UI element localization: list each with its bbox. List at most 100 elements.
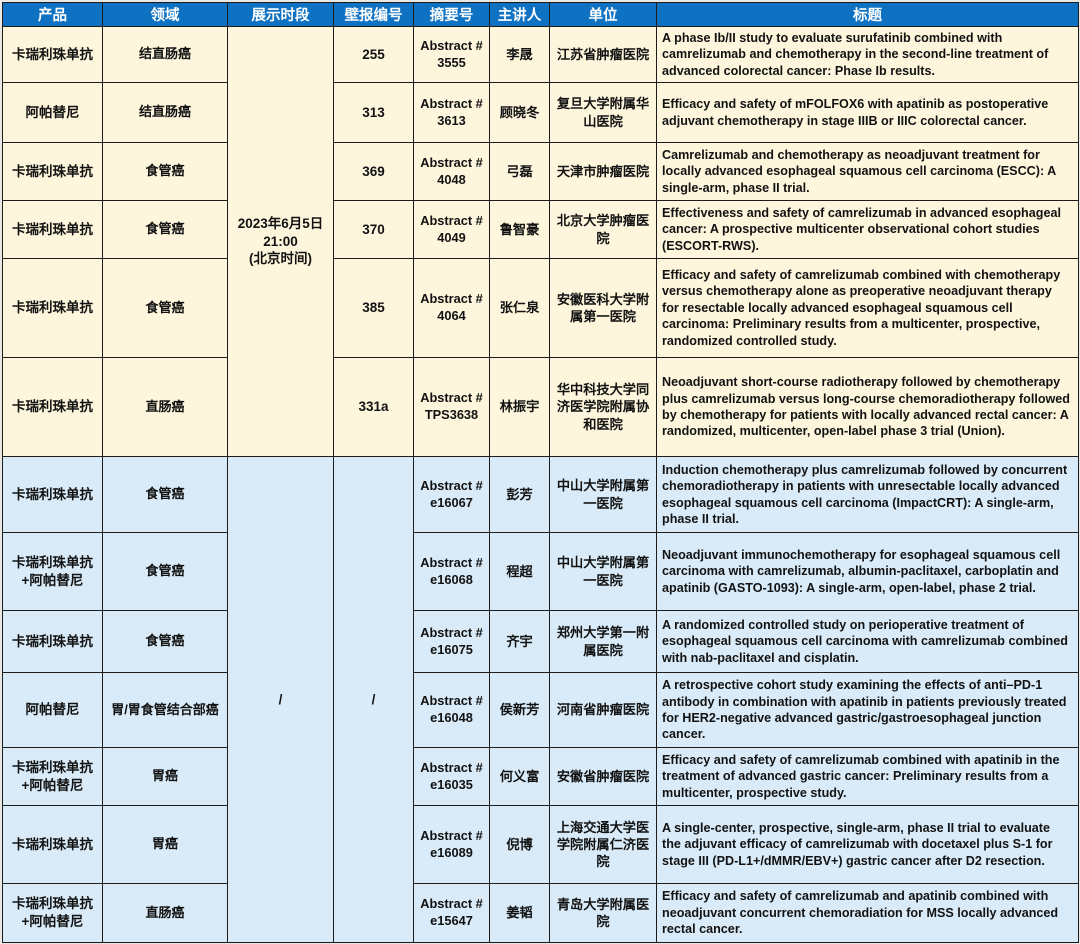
cell-title: A randomized controlled study on periope…	[656, 610, 1079, 673]
cell-presenter: 倪博	[489, 805, 550, 884]
cell-presenter: 张仁泉	[489, 258, 550, 358]
cell-presenter: 弓磊	[489, 142, 550, 201]
cell-field: 结直肠癌	[102, 82, 228, 143]
cell-institution: 郑州大学第一附属医院	[549, 610, 657, 673]
cell-presenter: 顾晓冬	[489, 82, 550, 143]
col-header-product: 产品	[2, 2, 103, 27]
cell-institution: 复旦大学附属华山医院	[549, 82, 657, 143]
cell-presenter: 林振宇	[489, 357, 550, 457]
cell-field: 食管癌	[102, 200, 228, 259]
col-header-display-slot: 展示时段	[227, 2, 334, 27]
cell-title: A single-center, prospective, single-arm…	[656, 805, 1079, 884]
cell-title: Effectiveness and safety of camrelizumab…	[656, 200, 1079, 259]
cell-institution: 中山大学附属第一医院	[549, 532, 657, 611]
cell-product: 卡瑞利珠单抗	[2, 805, 103, 884]
table-row: 阿帕替尼 结直肠癌 313 Abstract # 3613 顾晓冬 复旦大学附属…	[2, 82, 1079, 143]
cell-abstract-no: Abstract # e16067	[413, 456, 490, 533]
cell-title: Neoadjuvant immunochemotherapy for esoph…	[656, 532, 1079, 611]
cell-institution: 安徽医科大学附属第一医院	[549, 258, 657, 358]
cell-title: A phase Ib/II study to evaluate surufati…	[656, 26, 1079, 83]
table-row: 卡瑞利珠单抗 结直肠癌 2023年6月5日 21:00 (北京时间) 255 A…	[2, 26, 1079, 457]
cell-presenter: 彭芳	[489, 456, 550, 533]
cell-field: 食管癌	[102, 610, 228, 673]
table-row: 卡瑞利珠单抗 胃癌 Abstract # e16089 倪博 上海交通大学医学院…	[2, 805, 1079, 884]
cell-poster-no: 255	[333, 26, 414, 83]
cell-product: 卡瑞利珠单抗	[2, 258, 103, 358]
cell-field: 胃癌	[102, 805, 228, 884]
cell-field: 结直肠癌	[102, 26, 228, 83]
cell-presenter: 何义富	[489, 747, 550, 806]
cell-abstract-no: Abstract # e16048	[413, 672, 490, 748]
cell-poster-no: 331a	[333, 357, 414, 457]
table-row: 卡瑞利珠单抗 +阿帕替尼 食管癌 Abstract # e16068 程超 中山…	[2, 532, 1079, 611]
cell-abstract-no: Abstract # 3555	[413, 26, 490, 83]
cell-product: 卡瑞利珠单抗 +阿帕替尼	[2, 747, 103, 806]
cell-product: 卡瑞利珠单抗	[2, 142, 103, 201]
cell-field: 食管癌	[102, 456, 228, 533]
table-row: 卡瑞利珠单抗 食管癌 385 Abstract # 4064 张仁泉 安徽医科大…	[2, 258, 1079, 358]
table-row: 卡瑞利珠单抗 食管癌 369 Abstract # 4048 弓磊 天津市肿瘤医…	[2, 142, 1079, 201]
cell-presenter: 齐宇	[489, 610, 550, 673]
cell-presenter: 侯新芳	[489, 672, 550, 748]
col-header-poster-no: 壁报编号	[333, 2, 414, 27]
cell-title: Induction chemotherapy plus camrelizumab…	[656, 456, 1079, 533]
cell-abstract-no: Abstract # 3613	[413, 82, 490, 143]
cell-abstract-no: Abstract # 4064	[413, 258, 490, 358]
table-row: 卡瑞利珠单抗 食管癌 370 Abstract # 4049 鲁智豪 北京大学肿…	[2, 200, 1079, 259]
cell-field: 胃/胃食管结合部癌	[102, 672, 228, 748]
table-row: 卡瑞利珠单抗 +阿帕替尼 直肠癌 Abstract # e15647 姜韬 青岛…	[2, 883, 1079, 943]
cell-product: 卡瑞利珠单抗	[2, 26, 103, 83]
cell-poster-no: 385	[333, 258, 414, 358]
cell-institution: 北京大学肿瘤医院	[549, 200, 657, 259]
cell-presenter: 姜韬	[489, 883, 550, 943]
cell-abstract-no: Abstract # e16089	[413, 805, 490, 884]
cell-poster-no: 313	[333, 82, 414, 143]
cell-abstract-no: Abstract # 4049	[413, 200, 490, 259]
cell-institution: 青岛大学附属医院	[549, 883, 657, 943]
cell-product: 阿帕替尼	[2, 82, 103, 143]
cell-abstract-no: Abstract # e16075	[413, 610, 490, 673]
table-row: 阿帕替尼 胃/胃食管结合部癌 Abstract # e16048 侯新芳 河南省…	[2, 672, 1079, 748]
cell-title: Efficacy and safety of camrelizumab comb…	[656, 747, 1079, 806]
cell-abstract-no: Abstract # TPS3638	[413, 357, 490, 457]
cell-institution: 安徽省肿瘤医院	[549, 747, 657, 806]
cell-title: Efficacy and safety of mFOLFOX6 with apa…	[656, 82, 1079, 143]
col-header-title: 标题	[656, 2, 1079, 27]
cell-title: A retrospective cohort study examining t…	[656, 672, 1079, 748]
cell-institution: 江苏省肿瘤医院	[549, 26, 657, 83]
col-header-presenter: 主讲人	[489, 2, 550, 27]
cell-title: Neoadjuvant short-course radiotherapy fo…	[656, 357, 1079, 457]
cell-field: 食管癌	[102, 142, 228, 201]
cell-presenter: 程超	[489, 532, 550, 611]
cell-presenter: 鲁智豪	[489, 200, 550, 259]
cell-field: 食管癌	[102, 532, 228, 611]
cell-poster-no: 370	[333, 200, 414, 259]
cell-product: 卡瑞利珠单抗 +阿帕替尼	[2, 532, 103, 611]
cell-field: 直肠癌	[102, 883, 228, 943]
table-row: 卡瑞利珠单抗 食管癌 Abstract # e16075 齐宇 郑州大学第一附属…	[2, 610, 1079, 673]
cell-abstract-no: Abstract # e16068	[413, 532, 490, 611]
table-row: 卡瑞利珠单抗 +阿帕替尼 胃癌 Abstract # e16035 何义富 安徽…	[2, 747, 1079, 806]
col-header-field: 领域	[102, 2, 228, 27]
cell-institution: 天津市肿瘤医院	[549, 142, 657, 201]
cell-display-slot-session2: /	[227, 456, 334, 943]
col-header-abstract-no: 摘要号	[413, 2, 490, 27]
cell-product: 卡瑞利珠单抗 +阿帕替尼	[2, 883, 103, 943]
cell-institution: 中山大学附属第一医院	[549, 456, 657, 533]
cell-title: Efficacy and safety of camrelizumab and …	[656, 883, 1079, 943]
cell-poster-no: 369	[333, 142, 414, 201]
cell-product: 卡瑞利珠单抗	[2, 456, 103, 533]
col-header-institution: 单位	[549, 2, 657, 27]
cell-title: Efficacy and safety of camrelizumab comb…	[656, 258, 1079, 358]
cell-abstract-no: Abstract # e16035	[413, 747, 490, 806]
table-row: 卡瑞利珠单抗 直肠癌 331a Abstract # TPS3638 林振宇 华…	[2, 357, 1079, 457]
header-row: 产品 领域 展示时段 壁报编号 摘要号 主讲人 单位 标题	[2, 2, 1079, 27]
cell-product: 卡瑞利珠单抗	[2, 200, 103, 259]
cell-display-slot-session1: 2023年6月5日 21:00 (北京时间)	[227, 26, 334, 457]
cell-field: 直肠癌	[102, 357, 228, 457]
cell-product: 阿帕替尼	[2, 672, 103, 748]
cell-institution: 华中科技大学同济医学院附属协和医院	[549, 357, 657, 457]
cell-poster-no-session2: /	[333, 456, 414, 943]
cell-field: 胃癌	[102, 747, 228, 806]
